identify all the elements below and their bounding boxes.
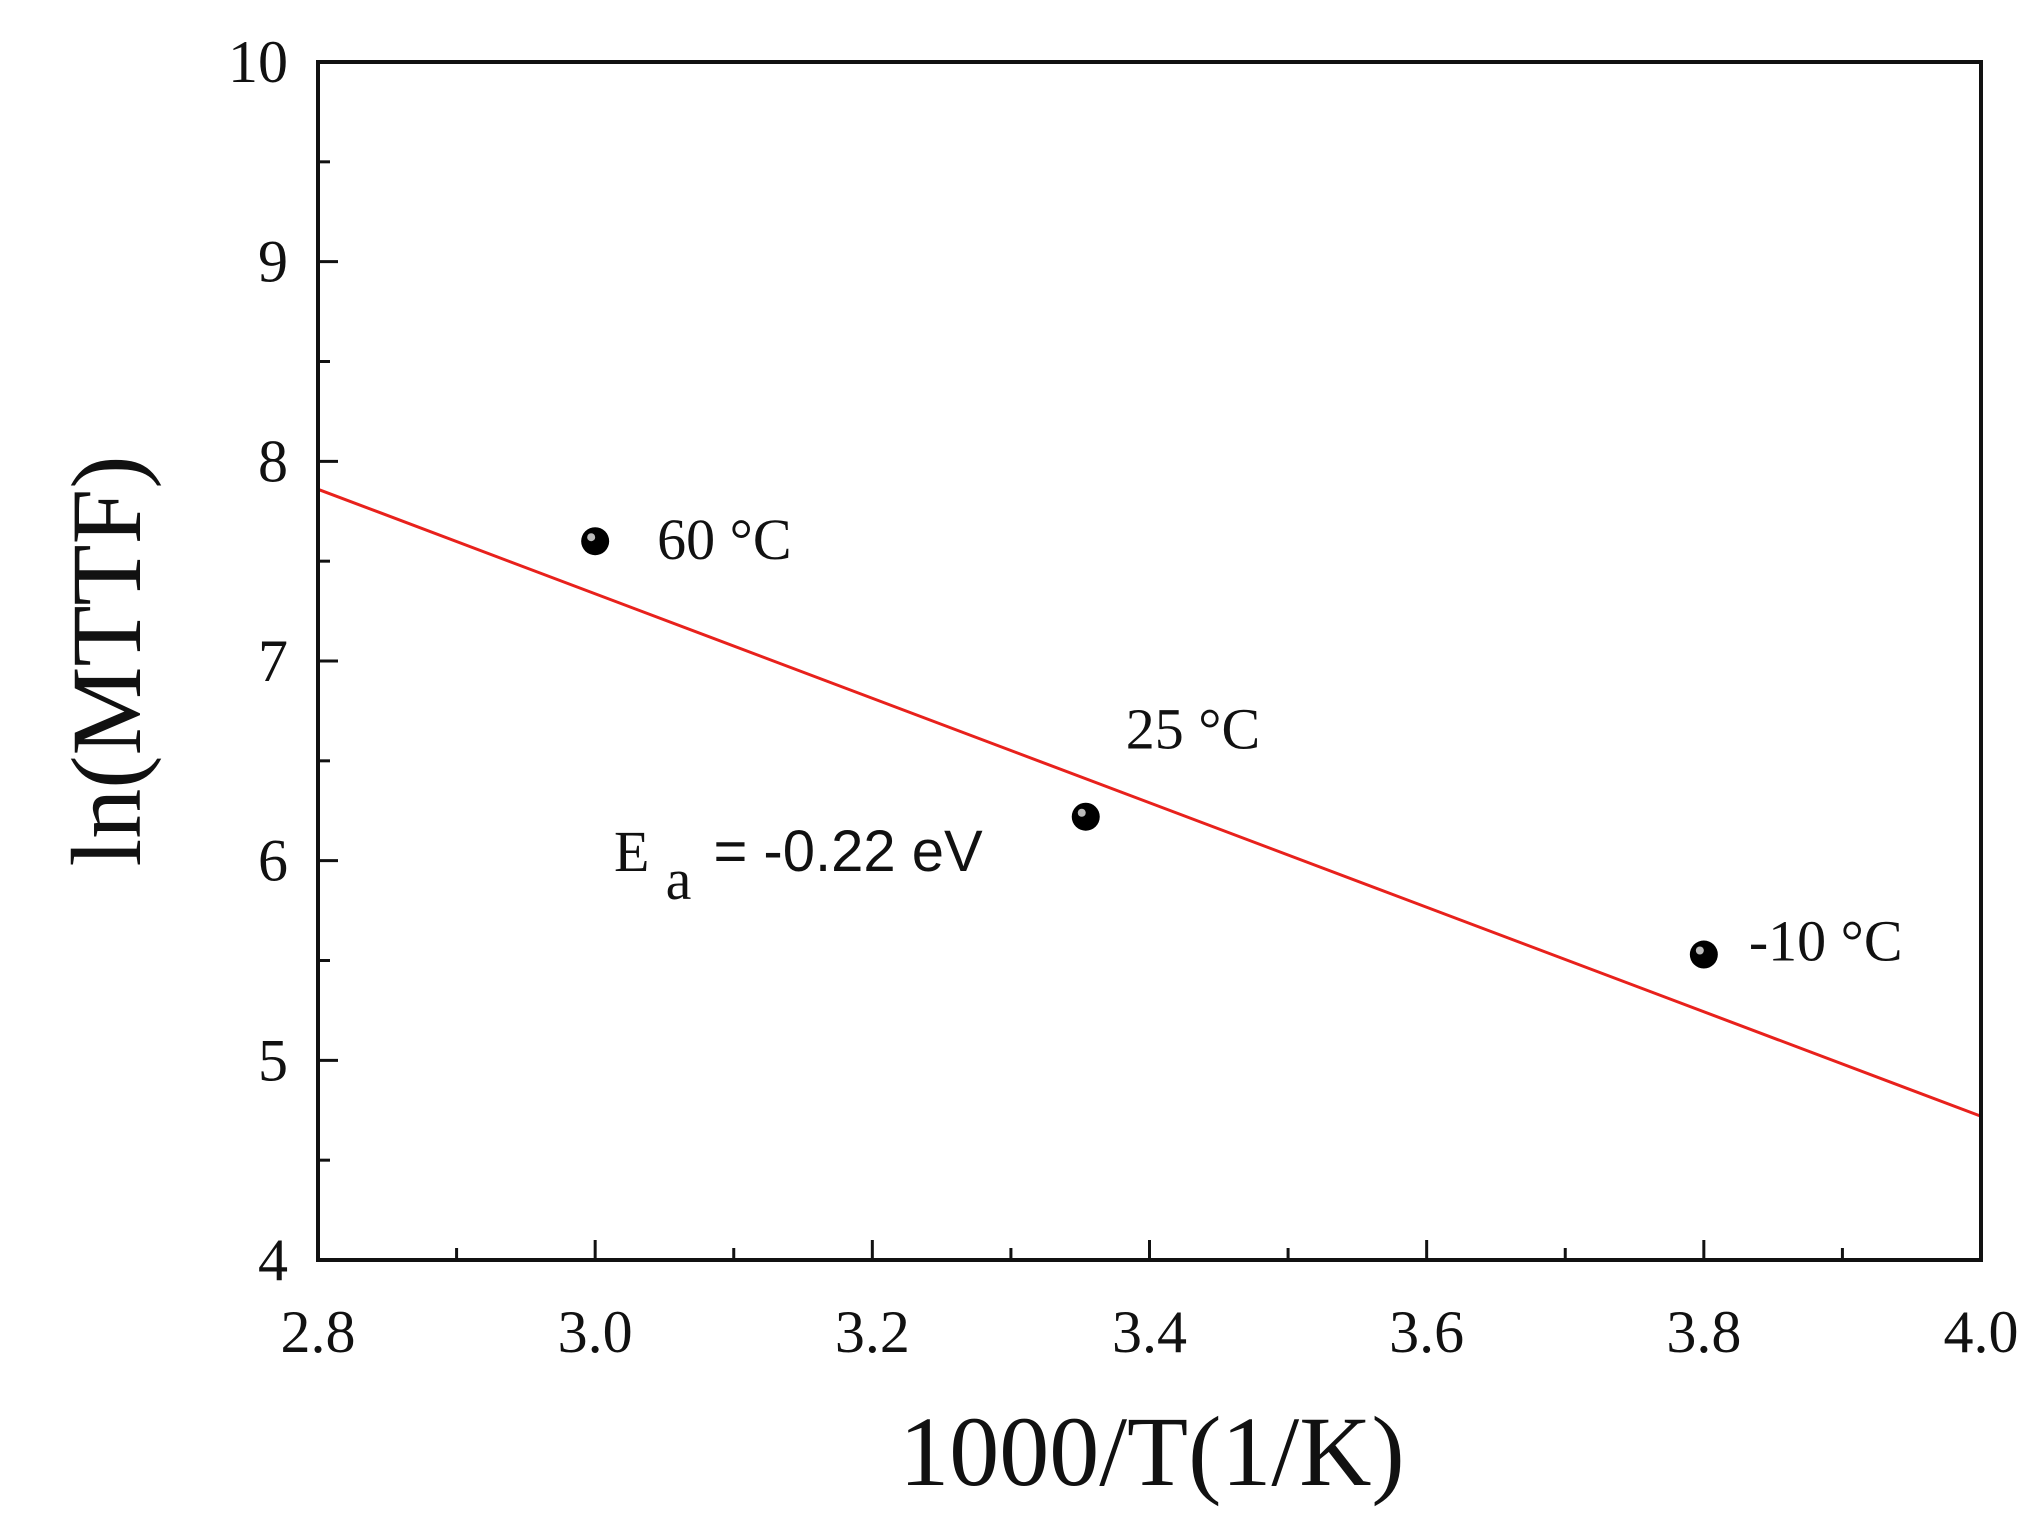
x-tick-label: 3.4 (1112, 1299, 1187, 1365)
x-tick-labels: 2.8 3.0 3.2 3.4 3.6 3.8 4.0 (281, 1299, 2019, 1365)
y-tick-label: 10 (228, 29, 288, 95)
data-point-highlight (587, 533, 596, 542)
activation-energy-value: = -0.22 eV (713, 819, 983, 884)
x-tick-label: 3.8 (1666, 1299, 1741, 1365)
data-point (1689, 940, 1718, 969)
y-tick-label: 7 (258, 628, 288, 694)
x-tick-label: 2.8 (281, 1299, 356, 1365)
ticks-layer (316, 60, 1983, 1262)
y-tick-label: 8 (258, 428, 288, 494)
linear-fit-line (317, 487, 1982, 1118)
y-tick-label: 5 (258, 1027, 288, 1093)
activation-energy-subscript: a (666, 847, 692, 912)
x-axis-title: 1000/T(1/K) (899, 1396, 1404, 1507)
point-label: 60 °C (657, 507, 791, 572)
data-point (581, 527, 610, 556)
y-tick-label: 9 (258, 229, 288, 295)
y-axis-title: ln(MTTF) (51, 455, 162, 866)
x-tick-label: 3.6 (1389, 1299, 1464, 1365)
x-tick-label: 3.2 (835, 1299, 910, 1365)
activation-energy-symbol: E (614, 819, 649, 884)
data-point (1071, 802, 1100, 831)
x-tick-label: 3.0 (558, 1299, 633, 1365)
plot-frame (316, 60, 1983, 1262)
activation-energy-annotation: E a = -0.22 eV (614, 819, 983, 912)
x-tick-label: 4.0 (1944, 1299, 2019, 1365)
fit-line-layer (317, 487, 1982, 1118)
point-label: -10 °C (1749, 909, 1903, 974)
data-point-highlight (1077, 808, 1086, 817)
y-tick-label: 4 (258, 1227, 288, 1293)
point-label: 25 °C (1126, 697, 1260, 762)
y-tick-labels: 4 5 6 7 8 9 10 (228, 29, 288, 1293)
y-tick-label: 6 (258, 828, 288, 894)
points-layer (581, 527, 1718, 969)
point-labels: 60 °C 25 °C -10 °C (657, 507, 1902, 973)
data-point-highlight (1695, 946, 1704, 955)
